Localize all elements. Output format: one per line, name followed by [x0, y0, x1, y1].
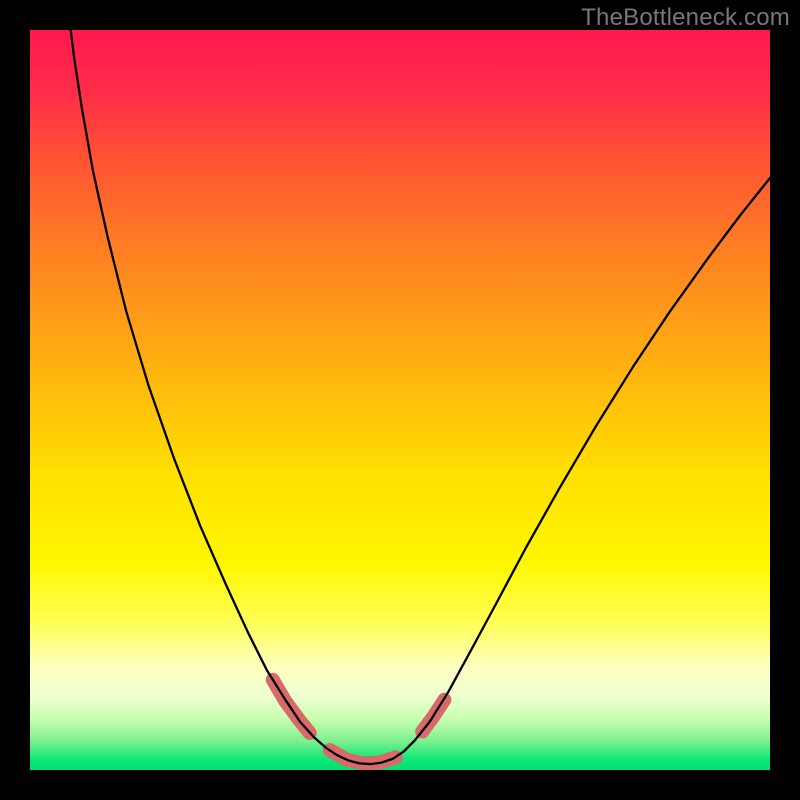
watermark-label: TheBottleneck.com [581, 4, 790, 32]
bottleneck-curve [71, 30, 770, 764]
curve-overlay [30, 30, 770, 770]
plot-area [30, 30, 770, 770]
